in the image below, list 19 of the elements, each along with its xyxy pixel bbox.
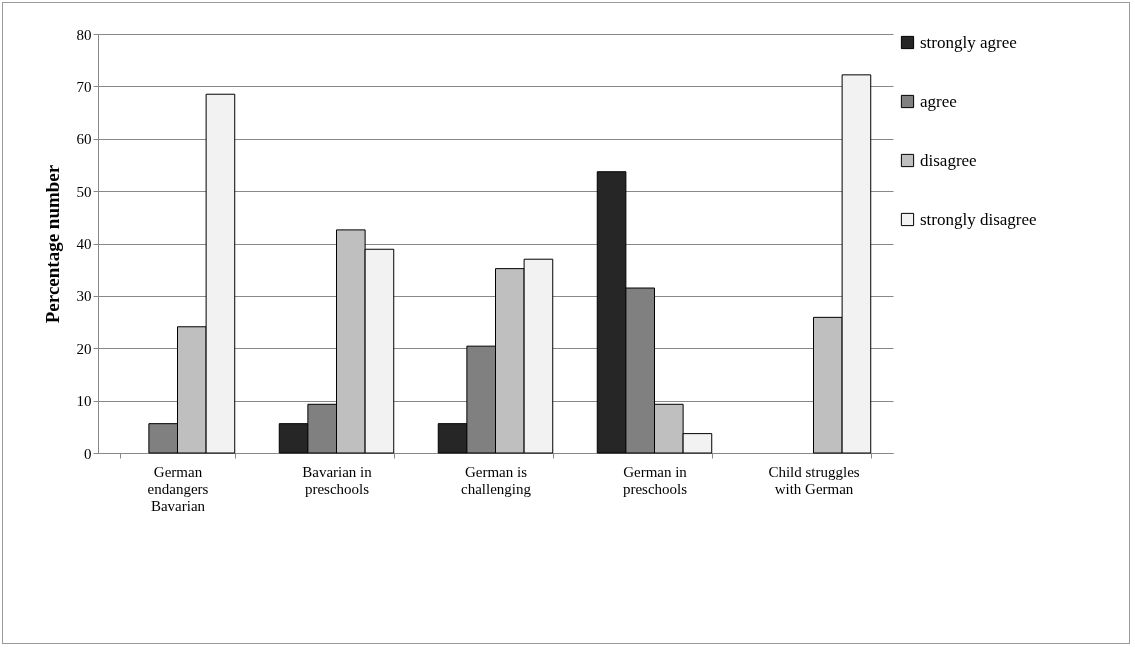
legend-label: disagree (920, 150, 977, 170)
x-tick-label: Bavarian in preschools (302, 463, 373, 497)
y-tick-label: 70 (76, 78, 92, 95)
legend-label: strongly agree (920, 32, 1017, 52)
x-tick-label: Child struggles with German (768, 463, 860, 497)
x-tick-label: German endangers Bavarian (147, 463, 209, 514)
y-tick-label: 0 (84, 445, 92, 462)
y-tick-label: 80 (76, 26, 92, 43)
y-tick-label: 60 (76, 131, 92, 148)
x-tick-label: German in preschools (622, 463, 688, 497)
x-tick-label: German is challenging (461, 463, 532, 497)
y-tick-label: 50 (76, 183, 92, 200)
legend-label: strongly disagree (920, 209, 1037, 229)
y-tick-label: 20 (76, 340, 92, 357)
y-tick-label: 10 (76, 393, 92, 410)
legend-label: agree (920, 91, 957, 111)
y-axis-title: Percentage number (41, 164, 63, 324)
y-tick-label: 40 (76, 236, 92, 252)
y-tick-label: 30 (76, 288, 92, 305)
